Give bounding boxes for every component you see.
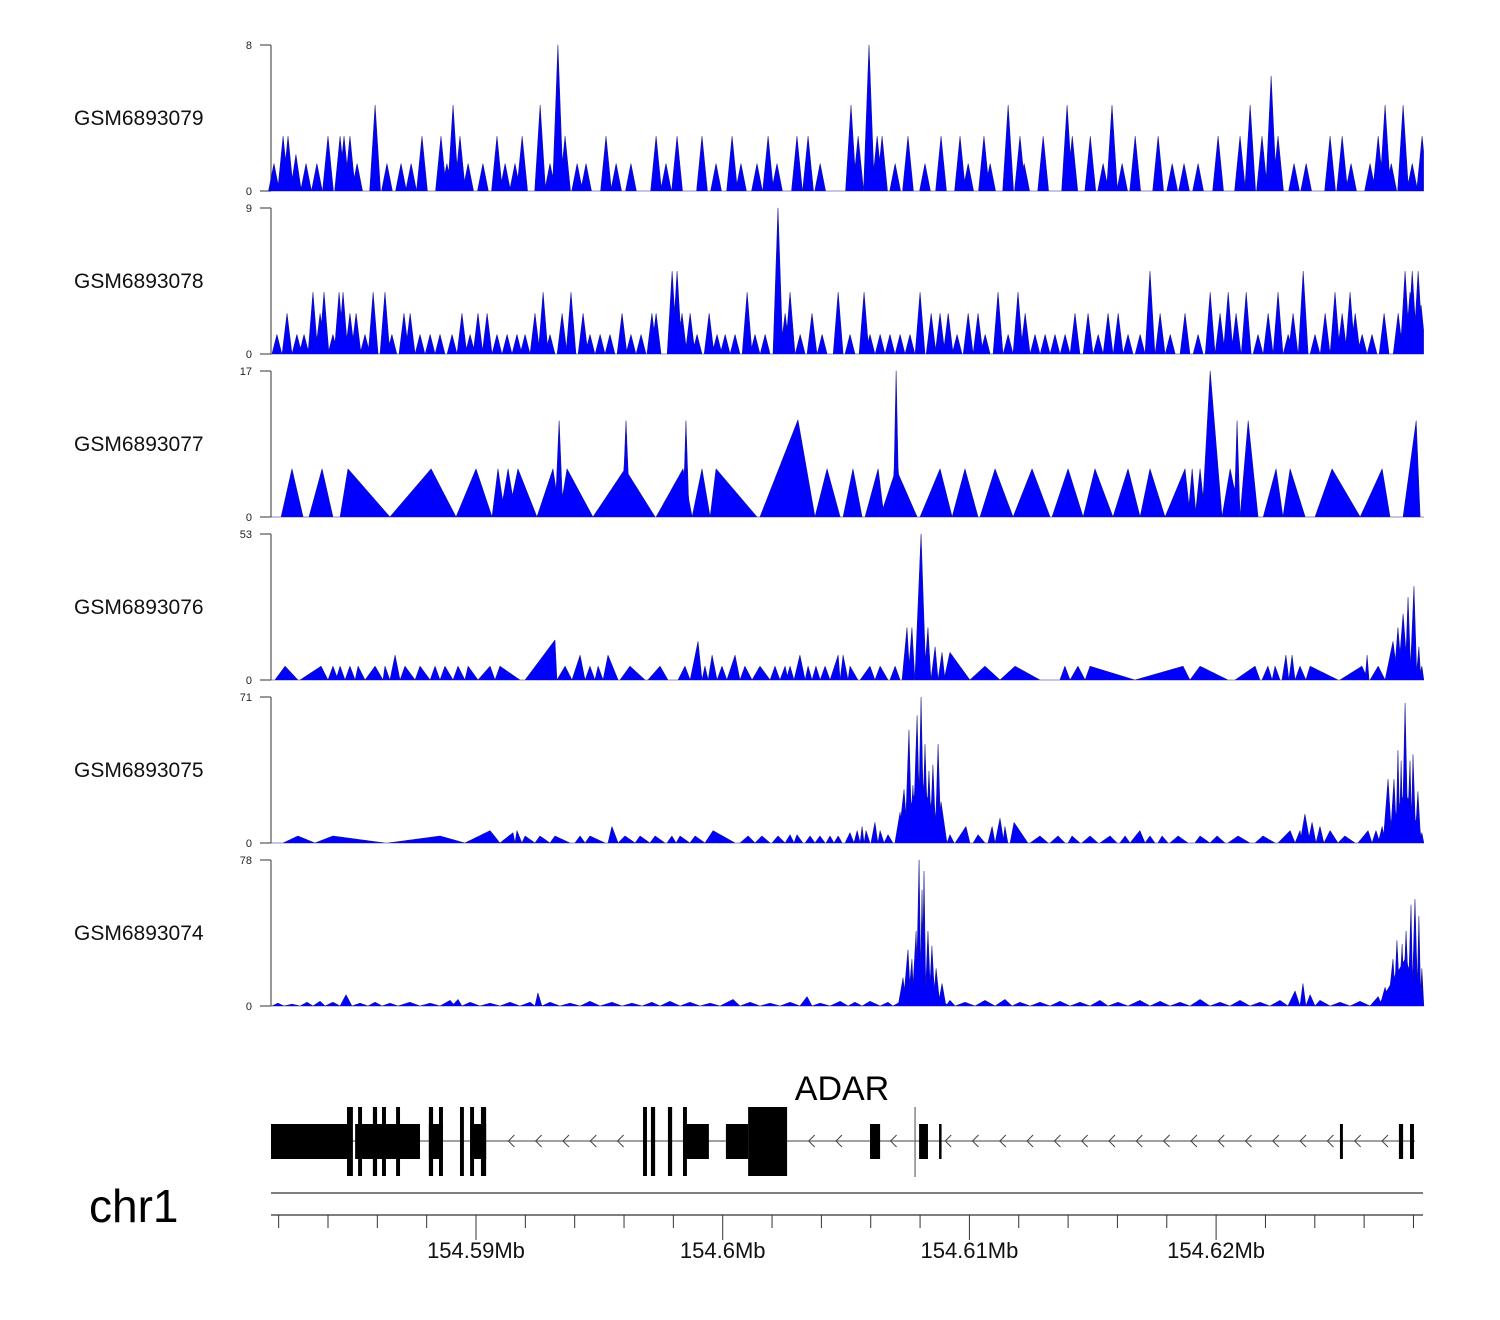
track-label: GSM6893074 [74,922,204,945]
exon-coding-block [748,1107,788,1176]
exon-coding-block [459,1107,464,1176]
exon-utr-block [271,1124,350,1159]
strand-arrow-icon [562,1134,570,1148]
exon-coding-block [396,1107,401,1176]
exon-coding-block [682,1107,687,1176]
exon-coding-block [372,1107,378,1176]
exon-utr-block [725,1124,749,1159]
exon-utr-block [355,1124,421,1159]
exon-coding-block [480,1107,487,1176]
coverage-track: GSM6893076 53 0 [74,529,1425,687]
exon-coding-block [358,1107,363,1176]
y-tick-label-min: 0 [246,838,252,850]
coverage-area [270,207,1424,355]
strand-arrow-icon [1326,1134,1334,1148]
y-tick-label-max: 9 [246,203,252,215]
gene-model-track: ADAR [271,1070,1415,1177]
track-label: GSM6893076 [74,596,204,619]
y-tick-label-min: 0 [246,512,252,524]
strand-arrow-icon [616,1134,624,1148]
strand-arrow-icon [1026,1134,1034,1148]
strand-arrow-icon [1217,1134,1225,1148]
strand-arrow-icon [1162,1134,1170,1148]
exon-coding-block [650,1107,656,1176]
exon-utr-block [1410,1124,1414,1159]
strand-arrow-icon [807,1134,816,1148]
strand-arrow-icon [589,1134,597,1148]
exon-coding-block [346,1107,353,1176]
strand-arrow-icon [1299,1134,1307,1148]
track-label: GSM6893075 [74,759,204,782]
strand-arrow-icon [835,1134,843,1148]
y-tick-label-max: 17 [240,366,252,378]
exon-utr-block [919,1124,928,1159]
exon-utr-block [939,1124,942,1159]
exon-coding-block [428,1107,434,1176]
track-label: GSM6893078 [74,270,204,293]
coverage-area [270,859,1425,1007]
strand-arrow-icon [999,1134,1007,1148]
exon-utr-block [1339,1124,1343,1159]
strand-arrow-icon [1108,1134,1116,1148]
y-tick-label-min: 0 [246,675,252,687]
coverage-track: GSM6893075 71 0 [74,692,1425,850]
x-tick-label: 154.62Mb [1167,1238,1265,1263]
y-tick-label-max: 8 [246,40,252,52]
coverage-track: GSM6893079 8 0 [74,40,1424,198]
strand-arrow-icon [1244,1134,1252,1148]
coverage-area [270,696,1425,844]
strand-arrow-icon [1353,1134,1362,1148]
track-label: GSM6893079 [74,107,204,130]
y-tick-label-min: 0 [246,349,252,361]
exon-utr-block [682,1124,709,1159]
y-tick-label-min: 0 [246,1001,252,1013]
coverage-track: GSM6893078 9 0 [74,203,1424,361]
y-tick-label-max: 78 [240,855,252,867]
strand-arrow-icon [507,1134,515,1148]
strand-arrow-icon [1053,1134,1061,1148]
coverage-area [270,533,1425,681]
strand-arrow-icon [1190,1134,1198,1148]
y-tick-label-max: 53 [240,529,252,541]
strand-arrow-icon [1272,1134,1280,1148]
strand-arrow-icon [971,1134,979,1148]
coverage-track: GSM6893077 17 0 [74,366,1424,524]
coverage-area [268,44,1424,192]
gene-label: ADAR [795,1070,889,1108]
exon-coding-block [667,1107,673,1176]
genome-axis: 154.59Mb 154.6Mb 154.61Mb 154.62Mb [271,1192,1423,1263]
y-tick-label-min: 0 [246,186,252,198]
coverage-area [270,370,1424,518]
strand-arrow-icon [534,1134,543,1148]
chromosome-label: chr1 [89,1180,178,1232]
strand-arrow-icon [1135,1134,1143,1148]
y-tick-label-max: 71 [240,692,252,704]
strand-arrow-icon [944,1134,952,1148]
x-tick-label: 154.6Mb [680,1238,766,1263]
exon-coding-block [470,1107,475,1176]
exon-coding-block [643,1107,647,1176]
exon-utr-block [1398,1124,1404,1159]
exon-coding-block [439,1107,443,1176]
x-tick-label: 154.59Mb [427,1238,525,1263]
track-label: GSM6893077 [74,433,204,456]
strand-arrow-icon [889,1134,897,1148]
coverage-track: GSM6893074 78 0 [74,855,1425,1013]
exon-utr-block [869,1124,881,1159]
strand-arrow-icon [1080,1134,1089,1148]
exon-coding-block [382,1107,386,1176]
strand-arrow-icon [1381,1134,1389,1148]
x-tick-label: 154.61Mb [920,1238,1018,1263]
